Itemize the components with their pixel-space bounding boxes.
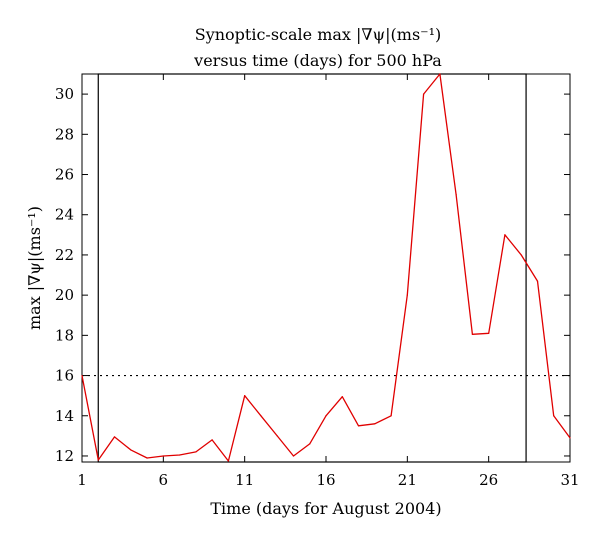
series xyxy=(81,73,571,462)
x-tick-label: 6 xyxy=(159,471,169,489)
chart-title: Synoptic-scale max |∇ψ|(ms⁻¹) xyxy=(195,25,442,44)
data-point xyxy=(113,436,116,438)
data-point xyxy=(325,415,327,417)
data-point xyxy=(81,374,83,377)
data-point xyxy=(471,333,473,335)
y-tick-label: 18 xyxy=(55,326,74,344)
y-tick-label: 16 xyxy=(55,367,74,385)
data-point xyxy=(146,457,148,459)
y-tick-label: 26 xyxy=(55,166,74,184)
y-tick-label: 14 xyxy=(55,407,74,425)
highlight-box xyxy=(97,73,527,463)
data-point xyxy=(439,73,441,75)
plot-frame xyxy=(81,73,571,463)
x-tick-label: 21 xyxy=(398,471,417,489)
x-tick-label: 1 xyxy=(77,471,87,489)
data-point xyxy=(162,455,164,457)
data-point xyxy=(423,93,425,95)
series-line xyxy=(81,73,571,462)
x-tick-label: 31 xyxy=(560,471,579,489)
x-axis-label: Time (days for August 2004) xyxy=(210,499,441,518)
data-point xyxy=(390,415,392,417)
data-point xyxy=(488,332,490,334)
data-point xyxy=(341,396,343,398)
data-point xyxy=(455,194,457,196)
chart-subtitle: versus time (days) for 500 hPa xyxy=(193,51,442,70)
data-point xyxy=(553,415,555,417)
data-point xyxy=(195,451,197,453)
data-point xyxy=(244,395,246,397)
y-axis: 12 14 16 18 20 22 24 26 28 30 xyxy=(55,85,570,465)
x-tick-label: 11 xyxy=(235,471,254,489)
data-point xyxy=(536,280,539,282)
data-point xyxy=(309,443,311,445)
data-point xyxy=(276,435,278,437)
y-tick-label: 12 xyxy=(55,447,74,465)
data-point xyxy=(406,294,408,296)
data-point xyxy=(130,449,132,451)
data-point xyxy=(211,439,213,441)
data-point xyxy=(569,437,571,439)
data-point xyxy=(97,459,99,461)
data-point xyxy=(357,425,360,427)
y-tick-label: 22 xyxy=(55,246,74,264)
data-point xyxy=(179,454,181,456)
x-tick-label: 16 xyxy=(316,471,335,489)
data-point xyxy=(520,254,522,256)
y-tick-label: 28 xyxy=(55,125,74,143)
x-tick-label: 26 xyxy=(479,471,498,489)
data-point xyxy=(292,455,295,457)
x-axis: 1 6 11 16 21 26 31 xyxy=(77,74,580,489)
data-point xyxy=(504,234,506,236)
data-point xyxy=(227,460,229,462)
data-point xyxy=(260,415,262,417)
y-tick-label: 24 xyxy=(55,206,74,224)
y-axis-label: max |∇ψ|(ms⁻¹) xyxy=(25,206,44,330)
y-tick-label: 20 xyxy=(55,286,74,304)
data-point xyxy=(374,423,376,425)
y-tick-label: 30 xyxy=(55,85,74,103)
